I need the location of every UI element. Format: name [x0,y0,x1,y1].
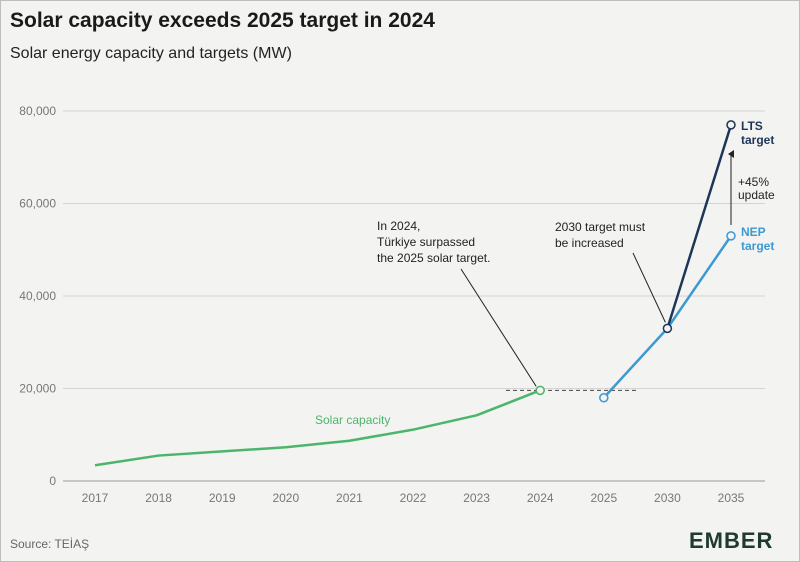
lts-target-label: target [741,133,774,147]
x-tick-label: 2020 [272,491,299,505]
solar-capacity-label: Solar capacity [315,413,390,427]
points-layer [535,120,736,403]
point-target-2030 [662,323,673,334]
annotation-2024-text: the 2025 solar target. [377,251,490,265]
x-tick-label: 2030 [654,491,681,505]
source-note: Source: TEİAŞ [10,537,90,551]
series-line-nep-target [602,235,733,399]
series-layer [94,124,733,467]
x-tick-label: 2023 [463,491,490,505]
annotation-leader-2030 [632,252,666,323]
series-line-solar-capacity [94,389,541,467]
y-tick-label: 0 [49,474,56,488]
x-tick-label: 2035 [718,491,745,505]
nep-target-label: target [741,239,774,253]
x-tick-label: 2025 [590,491,617,505]
chart-title: Solar capacity exceeds 2025 target in 20… [10,9,435,32]
grid-layer [63,110,765,482]
x-tick-label: 2024 [527,491,554,505]
y-tick-label: 20,000 [19,382,56,396]
series-line-lts-target [666,124,733,329]
point-nep-2025 [599,393,609,403]
annotation-leader-2024 [460,268,537,387]
annotation-2030-text: be increased [555,236,624,250]
x-axis-ticks: 2017 2018 2019 2020 2021 2022 2023 2024 2025 2030… [82,491,745,505]
x-tick-label: 2017 [82,491,109,505]
update-label: update [738,188,775,202]
point-lts-2035 [726,120,736,130]
x-tick-label: 2021 [336,491,363,505]
annotation-layer: In 2024, Türkiye surpassed the 2025 solar … [377,150,775,387]
x-tick-label: 2019 [209,491,236,505]
annotation-2024-text: In 2024, [377,219,420,233]
lts-target-label: LTS [741,119,763,133]
ember-logo: EMBER [689,528,774,553]
nep-target-label: NEP [741,225,766,239]
update-label: +45% [738,175,769,189]
y-tick-label: 80,000 [19,104,56,118]
chart-subtitle: Solar energy capacity and targets (MW) [10,45,292,62]
x-tick-label: 2018 [145,491,172,505]
point-solar-2024 [535,385,545,396]
y-tick-label: 40,000 [19,289,56,303]
annotation-2030-text: 2030 target must [555,220,646,234]
y-axis-ticks: 0 20,000 40,000 60,000 80,000 [19,104,56,488]
annotation-2024-text: Türkiye surpassed [377,235,475,249]
x-tick-label: 2022 [400,491,427,505]
point-nep-2035 [726,231,736,241]
y-tick-label: 60,000 [19,197,56,211]
